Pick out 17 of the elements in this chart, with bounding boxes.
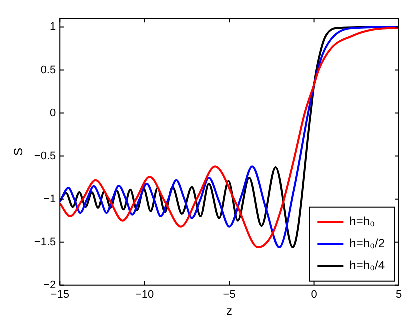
- x-tick-label: 0: [311, 289, 318, 302]
- x-tick-label: −5: [223, 289, 236, 302]
- legend-label: h=h₀/4: [350, 258, 386, 273]
- y-axis-title: S: [12, 148, 26, 156]
- y-tick-label: −1.5: [34, 236, 56, 248]
- x-tick-label: −15: [50, 289, 70, 302]
- legend-label: h=h₀: [350, 214, 376, 229]
- y-tick-label: −1: [44, 193, 56, 206]
- x-tick-label: 5: [396, 289, 402, 302]
- legend-label: h=h₀/2: [350, 236, 386, 251]
- x-axis-title: z: [226, 304, 233, 318]
- y-tick-label: 0: [50, 107, 56, 120]
- y-tick-label: −0.5: [34, 150, 56, 162]
- y-tick-label: 1: [50, 21, 56, 34]
- x-tick-label: −10: [136, 289, 154, 302]
- y-tick-label: 0.5: [40, 64, 56, 76]
- y-tick-label: −2: [44, 279, 56, 292]
